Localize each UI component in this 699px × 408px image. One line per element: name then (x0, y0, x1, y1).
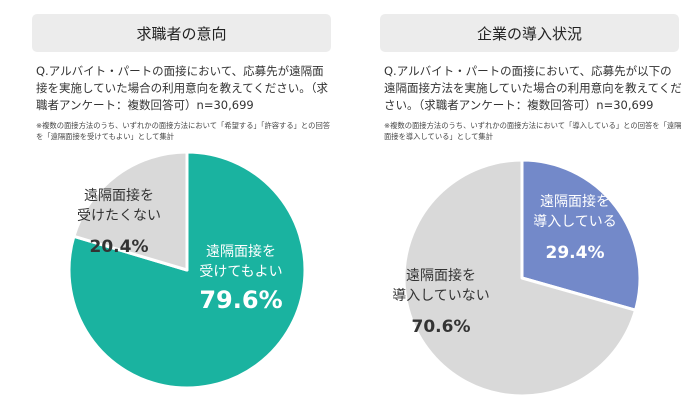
slice-category-label: 遠隔面接を (84, 187, 154, 204)
chart-title: 企業の導入状況 (380, 14, 679, 52)
slice-category-label: 受けてもよい (199, 264, 282, 280)
slice-label: 遠隔面接を導入している 29.4% (533, 193, 617, 263)
slice-label: 遠隔面接を受けてもよい 79.6% (199, 243, 282, 314)
survey-question: Q.アルバイト・パートの面接において、応募先が以下の遠隔面接方法を実施していた場… (384, 64, 682, 112)
survey-question: Q.アルバイト・パートの面接において、応募先が遠隔面接を実施していた場合の利用意… (36, 64, 328, 112)
slice-category-label: 導入していない (392, 288, 490, 304)
slice-value-label: 29.4% (546, 243, 605, 263)
aggregation-note: ※複数の面接方法のうち、いずれかの面接方法において「導入している」との回答を「遠… (384, 121, 682, 141)
pie-slice (402, 158, 638, 398)
chart-panel-company: 企業の導入状況 Q.アルバイト・パートの面接において、応募先が以下の遠隔面接方法… (357, 0, 690, 408)
slice-value-label: 79.6% (199, 286, 282, 314)
pie-slice (72, 150, 189, 272)
chart-panel-jobseeker: 求職者の意向 Q.アルバイト・パートの面接において、応募先が遠隔面接を実施してい… (9, 0, 342, 408)
slice-category-label: 遠隔面接を (406, 267, 476, 284)
slice-value-label: 70.6% (412, 317, 471, 337)
pie-slice (520, 158, 642, 312)
slice-category-label: 受けたくない (77, 208, 161, 224)
slice-category-label: 導入している (533, 214, 617, 230)
aggregation-note: ※複数の面接方法のうち、いずれかの面接方法において「希望する」「許容する」との回… (36, 121, 331, 141)
pie-slice (67, 150, 307, 390)
slice-value-label: 20.4% (90, 237, 149, 257)
slice-category-label: 遠隔面接を (540, 193, 610, 210)
slice-category-label: 遠隔面接を (206, 243, 276, 260)
chart-title: 求職者の意向 (32, 14, 331, 52)
